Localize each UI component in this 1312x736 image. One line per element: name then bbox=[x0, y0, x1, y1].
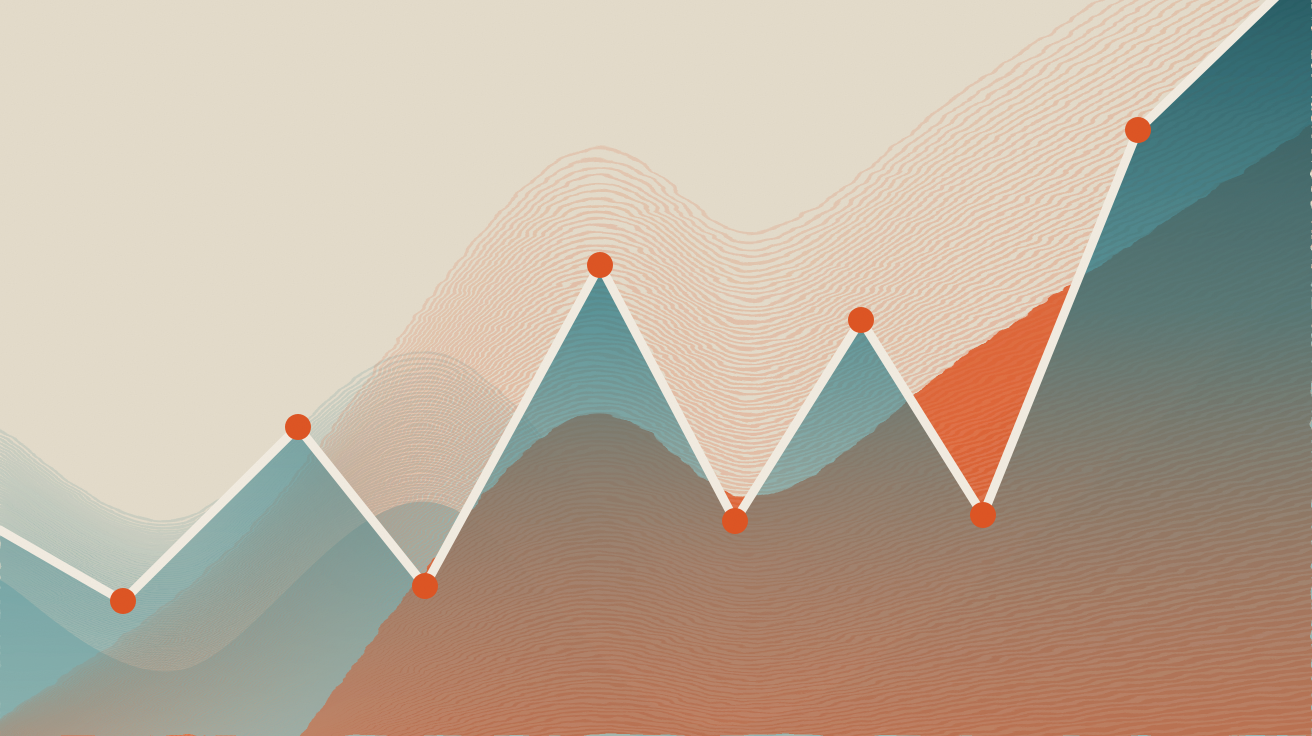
illustration-canvas bbox=[0, 0, 1312, 736]
grain-overlay bbox=[0, 0, 1312, 736]
line-chart-illustration bbox=[0, 0, 1312, 736]
